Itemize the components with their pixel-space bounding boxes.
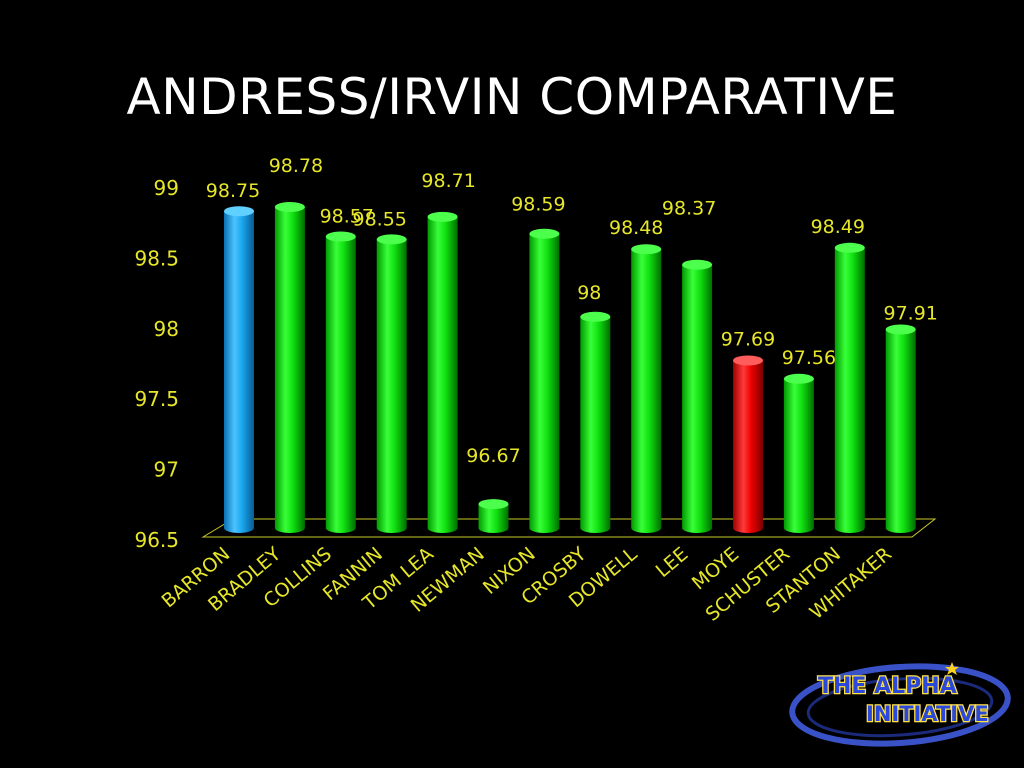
value-label: 96.67	[466, 445, 520, 467]
bar-whitaker	[885, 324, 916, 533]
bar-body	[631, 249, 662, 533]
y-tick-label: 97.5	[134, 387, 179, 411]
value-label: 98.71	[421, 170, 475, 192]
bar-cap	[529, 228, 560, 239]
bar-cap	[274, 201, 305, 212]
bar-cap	[885, 324, 916, 335]
x-tick-label: LEE	[652, 543, 693, 582]
page-title: ANDRESS/IRVIN COMPARATIVE	[126, 68, 898, 126]
value-label: 98.55	[352, 208, 406, 230]
bar-cap	[478, 499, 509, 510]
alpha-initiative-logo: THE ALPHA INITIATIVE	[789, 662, 1011, 747]
bar-crosby	[580, 311, 611, 533]
bar-cap	[733, 355, 763, 366]
chart-floor	[201, 518, 937, 538]
bar-body	[834, 247, 865, 534]
bar-body	[580, 316, 611, 533]
bar-cap	[325, 231, 356, 242]
bar-body	[427, 216, 458, 533]
bar-body	[529, 233, 560, 533]
bar-collins	[325, 231, 356, 533]
value-label: 98.48	[609, 217, 663, 239]
bars	[224, 201, 916, 534]
bar-bradley	[274, 201, 305, 533]
value-label: 98	[577, 282, 601, 304]
bar-cap	[580, 311, 611, 322]
value-label: 98.59	[511, 194, 565, 216]
bar-lee	[682, 259, 713, 533]
bar-body	[682, 264, 713, 533]
bar-body	[224, 211, 254, 533]
bar-cap	[834, 242, 865, 253]
y-tick-label: 96.5	[134, 528, 179, 552]
bar-cap	[427, 211, 458, 222]
value-label: 97.56	[782, 347, 836, 369]
value-label: 98.78	[269, 155, 323, 177]
bar-cap	[631, 244, 662, 255]
bar-nixon	[529, 228, 560, 533]
y-tick-label: 99	[154, 176, 179, 200]
bar-newman	[478, 499, 509, 533]
bar-fannin	[376, 234, 407, 534]
y-axis: 99 98.5 98 97.5 97 96.5	[134, 176, 179, 552]
logo-line-2: INITIATIVE	[866, 702, 989, 726]
bar-body	[478, 504, 509, 533]
y-tick-label: 97	[154, 458, 179, 482]
y-tick-label: 98	[154, 317, 179, 341]
bar-body	[885, 329, 916, 533]
value-label: 97.69	[721, 328, 775, 350]
value-label: 98.49	[811, 216, 865, 238]
logo-line-1: THE ALPHA	[818, 674, 957, 699]
bar-cap	[682, 259, 713, 270]
bar-cap	[783, 373, 814, 384]
bar-cap	[224, 206, 254, 217]
bar-barron	[224, 206, 254, 533]
bar-body	[733, 360, 763, 533]
bar-schuster	[783, 373, 814, 533]
bar-dowell	[631, 244, 662, 533]
bar-body	[325, 236, 356, 533]
star-icon	[945, 662, 959, 675]
bar-body	[274, 206, 305, 533]
value-label: 98.75	[206, 180, 260, 202]
bar-moye	[733, 355, 763, 533]
bar-tom-lea	[427, 211, 458, 533]
y-tick-label: 98.5	[134, 246, 179, 270]
value-label: 98.37	[662, 198, 716, 220]
value-label: 98.57	[320, 206, 374, 228]
value-label: 97.91	[883, 302, 937, 324]
bar-body	[376, 239, 407, 534]
bar-stanton	[834, 242, 865, 534]
bar-body	[783, 378, 814, 533]
bar-cap	[376, 234, 407, 245]
